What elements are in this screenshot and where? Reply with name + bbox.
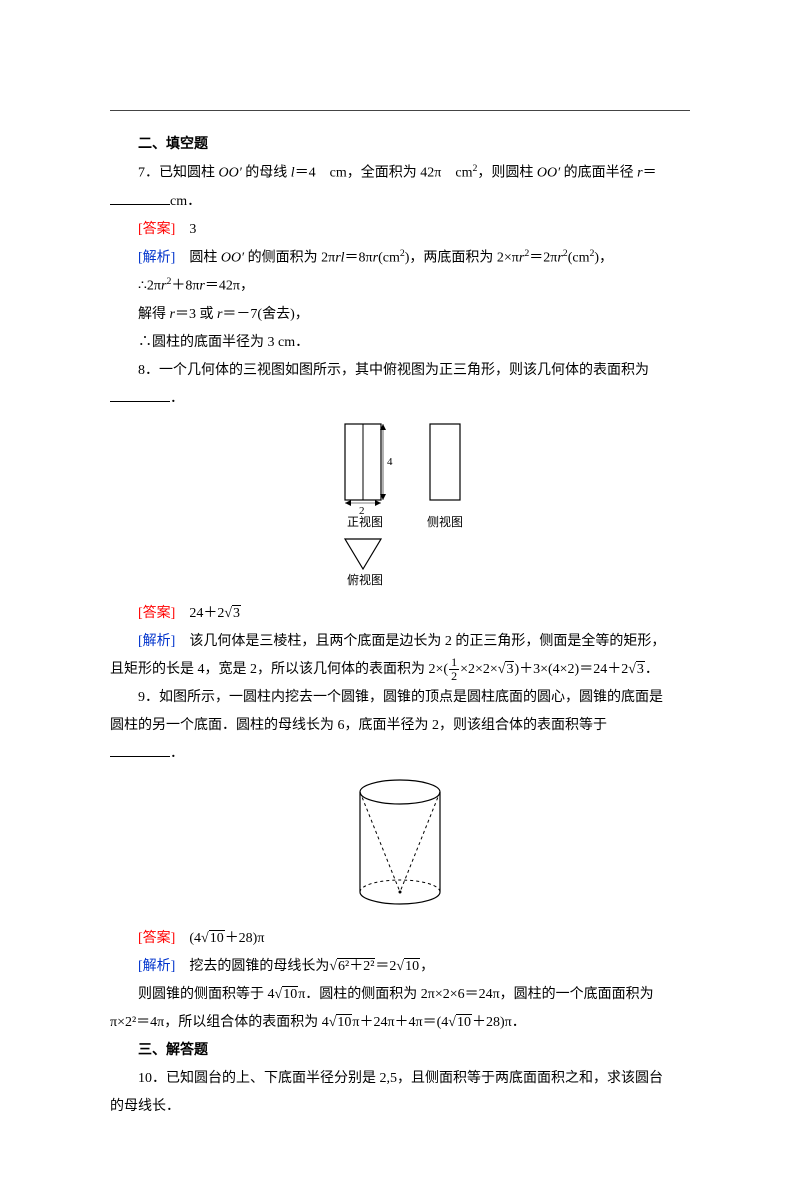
- q7-l: l: [291, 166, 295, 181]
- q7-oo2: OO′: [537, 166, 560, 181]
- q8-figure: 4 2 正视图 侧视图 俯视图: [110, 419, 690, 594]
- txt: 则圆锥的侧面积等于 4: [138, 987, 275, 1002]
- q8-answer: [答案] 24＋2√3: [110, 600, 690, 628]
- q9-blank-line: ．: [110, 740, 690, 768]
- sqrt10: √10: [201, 930, 225, 946]
- front-label: 正视图: [347, 514, 383, 529]
- txt: ＋28)π: [225, 931, 265, 946]
- txt: (4: [175, 931, 201, 946]
- q7-text-c: ，全面积为 42π cm: [347, 166, 473, 181]
- comma: ，: [420, 959, 434, 974]
- q7-oo: OO′: [219, 166, 242, 181]
- sqrt3: √3: [628, 661, 645, 677]
- answer-label: [答案]: [138, 222, 175, 237]
- q10-text-1: 10．已知圆台的上、下底面半径分别是 2,5，且侧面积等于两底面面积之和，求该圆…: [110, 1065, 690, 1093]
- q7-analysis-3: 解得 r＝3 或 r＝－7(舍去)，: [110, 301, 690, 329]
- txt: ＝8π: [345, 250, 373, 265]
- answer-label: [答案]: [138, 606, 175, 621]
- blank: [110, 190, 170, 205]
- top-label: 俯视图: [347, 572, 383, 587]
- txt: π×2²＝4π，所以组合体的表面积为 4: [110, 1015, 329, 1030]
- q7-r: r: [637, 166, 642, 181]
- sqrt3: √3: [498, 661, 515, 677]
- txt: ×2×2×: [460, 662, 498, 677]
- q7-analysis-4: ∴圆柱的底面半径为 3 cm．: [110, 329, 690, 357]
- q7-answer: [答案] 3: [110, 216, 690, 244]
- q8-blank-line: ．: [110, 385, 690, 413]
- sqrt-sum: √6²＋2²: [329, 958, 375, 974]
- txt: )，: [594, 250, 613, 265]
- q8-analysis-2: 且矩形的长是 4，宽是 2，所以该几何体的表面积为 2×(12×2×2×√3)＋…: [110, 656, 690, 684]
- txt: )＋3×(4×2)＝24＋2: [514, 662, 628, 677]
- sqrt10: √10: [329, 1014, 353, 1030]
- analysis-label: [解析]: [138, 959, 175, 974]
- txt: )，两底面积为 2×π: [405, 250, 519, 265]
- q9-analysis-2: 则圆锥的侧面积等于 4√10π．圆柱的侧面积为 2π×2×6＝24π，圆柱的一个…: [110, 981, 690, 1009]
- analysis-label: [解析]: [138, 250, 175, 265]
- txt: ＝2: [375, 959, 396, 974]
- q9-text-2: 圆柱的另一个底面．圆柱的母线长为 6，底面半径为 2，则该组合体的表面积等于: [110, 712, 690, 740]
- q8-analysis-1: [解析] 该几何体是三棱柱，且两个底面是边长为 2 的正三角形，侧面是全等的矩形…: [110, 628, 690, 656]
- frac-half: 12: [449, 656, 459, 683]
- q9-figure: [110, 774, 690, 919]
- q7-answer-val: 3: [175, 222, 196, 237]
- txt: 圆柱: [175, 250, 221, 265]
- q9-answer: [答案] (4√10＋28)π: [110, 925, 690, 953]
- q9-text-1: 9．如图所示，一圆柱内挖去一个圆锥，圆锥的顶点是圆柱底面的圆心，圆锥的底面是: [110, 684, 690, 712]
- sqrt10: √10: [396, 958, 420, 974]
- q7-analysis-2: ∴2πr2＋8πr＝42π，: [110, 272, 690, 301]
- sqrt10: √10: [275, 986, 299, 1002]
- top-rule: [110, 110, 690, 111]
- txt: 且矩形的长是 4，宽是 2，所以该几何体的表面积为 2×(: [110, 662, 448, 677]
- blank: [110, 387, 170, 402]
- period: ．: [645, 662, 659, 677]
- q7-text-b: 的母线: [242, 166, 291, 181]
- q7-text-a: 7．已知圆柱: [138, 166, 219, 181]
- q7-unit: cm．: [170, 194, 201, 209]
- q7-text-e: 的底面半径: [560, 166, 637, 181]
- txt: (cm: [568, 250, 590, 265]
- q10-text-2: 的母线长．: [110, 1093, 690, 1121]
- section-2-title: 二、填空题: [110, 131, 690, 159]
- page: 二、填空题 7．已知圆柱 OO′ 的母线 l＝4 cm，全面积为 42π cm2…: [0, 0, 800, 1181]
- period: ．: [170, 746, 184, 761]
- txt: π＋24π＋4π＝(4: [352, 1015, 448, 1030]
- three-view-svg: 4 2 正视图 侧视图 俯视图: [305, 419, 495, 589]
- txt: π．圆柱的侧面积为 2π×2×6＝24π，圆柱的一个底面面积为: [298, 987, 654, 1002]
- val: 24＋2: [175, 606, 224, 621]
- q7-analysis-1: [解析] 圆柱 OO′ 的侧面积为 2πrl＝8πr(cm2)，两底面积为 2×…: [110, 244, 690, 273]
- rl: rl: [335, 250, 344, 265]
- txt: 挖去的圆锥的母线长为: [175, 959, 329, 974]
- q7-text-d: ，则圆柱: [477, 166, 537, 181]
- q8-text: 8．一个几何体的三视图如图所示，其中俯视图为正三角形，则该几何体的表面积为: [110, 357, 690, 385]
- side-label: 侧视图: [427, 514, 463, 529]
- txt: ＝2π: [529, 250, 557, 265]
- answer-label: [答案]: [138, 931, 175, 946]
- txt: 的侧面积为 2π: [244, 250, 335, 265]
- period: ．: [170, 391, 184, 406]
- sqrt3: √3: [224, 605, 241, 621]
- q9-analysis-3: π×2²＝4π，所以组合体的表面积为 4√10π＋24π＋4π＝(4√10＋28…: [110, 1009, 690, 1037]
- analysis-label: [解析]: [138, 634, 175, 649]
- blank: [110, 742, 170, 757]
- q9-analysis-1: [解析] 挖去的圆锥的母线长为√6²＋2²＝2√10，: [110, 953, 690, 981]
- q7-text: 7．已知圆柱 OO′ 的母线 l＝4 cm，全面积为 42π cm2，则圆柱 O…: [110, 159, 690, 188]
- txt: ＋28)π．: [472, 1015, 526, 1030]
- txt: (cm: [378, 250, 400, 265]
- dim-h: 4: [387, 456, 393, 468]
- cylinder-cone-svg: [340, 774, 460, 914]
- txt: 该几何体是三棱柱，且两个底面是边长为 2 的正三角形，侧面是全等的矩形，: [175, 634, 665, 649]
- q7-blank-line: cm．: [110, 188, 690, 216]
- section-3-title: 三、解答题: [110, 1037, 690, 1065]
- sqrt10: √10: [448, 1014, 472, 1030]
- oo: OO′: [221, 250, 244, 265]
